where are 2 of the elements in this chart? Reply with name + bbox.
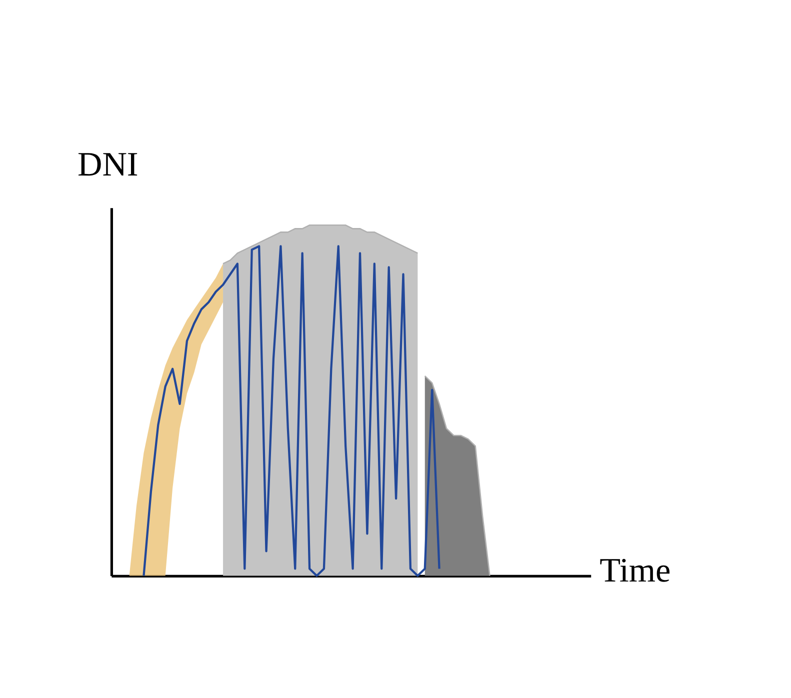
y-axis-title: DNI	[77, 146, 138, 184]
x-axis-title: Time	[600, 551, 671, 590]
